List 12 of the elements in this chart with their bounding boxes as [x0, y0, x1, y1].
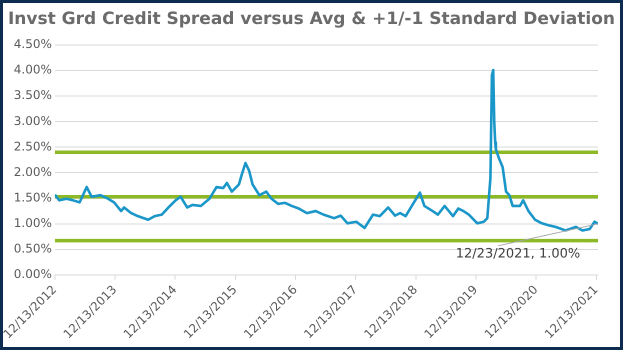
annotation: 12/23/2021, 1.00%	[456, 246, 580, 262]
y-tick-label: 0.00%	[14, 267, 52, 282]
y-tick-label: 2.00%	[14, 164, 52, 179]
y-tick-label: 1.00%	[14, 216, 52, 230]
y-tick-label: 1.50%	[14, 190, 52, 204]
y-tick-label: 3.50%	[14, 88, 52, 102]
y-tick-label: 4.50%	[14, 37, 52, 52]
y-tick-label: 2.50%	[14, 139, 52, 154]
y-tick-label: 4.00%	[14, 62, 52, 77]
y-tick-label: 0.50%	[14, 241, 52, 256]
chart-title: Invst Grd Credit Spread versus Avg & +1/-1 Standard Deviation	[6, 9, 616, 29]
y-tick-label: 3.00%	[14, 114, 52, 128]
